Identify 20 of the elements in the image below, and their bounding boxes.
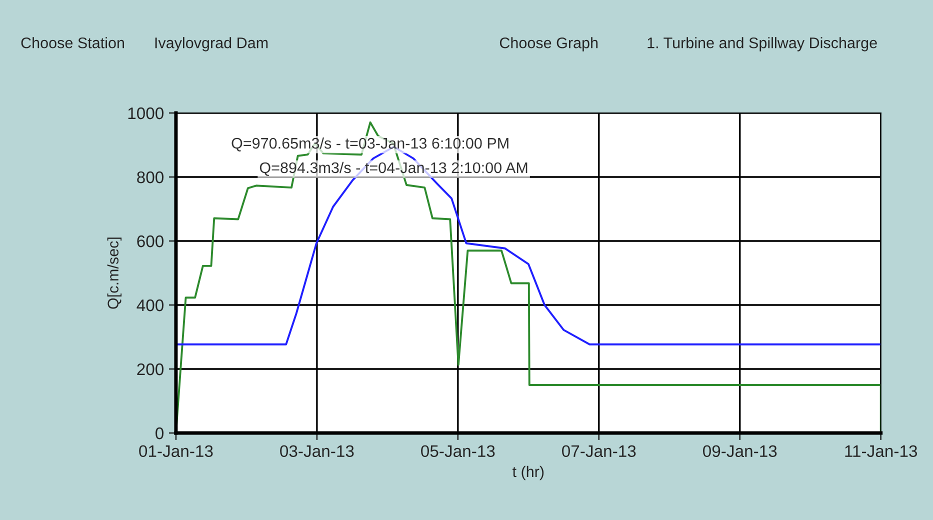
x-tick-label: 11-Jan-13 <box>845 445 918 458</box>
annotation: Q=970.65m3/s - t=03-Jan-13 6:10:00 PM <box>232 137 508 152</box>
x-tick-label: 03-Jan-13 <box>280 445 354 458</box>
y-tick-label: 400 <box>136 299 164 312</box>
text: Choose Graph <box>500 37 598 52</box>
y-tick-label: 600 <box>137 235 164 248</box>
text: Ivaylovgrad Dam <box>155 37 268 52</box>
x-tick-label: 01-Jan-13 <box>139 445 213 458</box>
x-tick-label: 09-Jan-13 <box>703 445 777 458</box>
y-axis-title: Q[c.m/sec] <box>107 238 122 309</box>
text: Choose Station <box>21 37 124 48</box>
x-axis-title: t (hr) <box>512 466 544 480</box>
y-tick-label: 800 <box>137 171 164 184</box>
y-tick-label: 1000 <box>128 107 164 120</box>
x-tick-label: 07-Jan-13 <box>562 445 636 458</box>
x-tick-label: 05-Jan-13 <box>421 445 495 458</box>
y-tick-label: 200 <box>137 363 164 376</box>
text: 1. Turbine and Spillway Discharge <box>648 37 877 52</box>
annotation: Q=894.3m3/s - t=04-Jan-13 2:10:00 AM <box>260 162 528 176</box>
y-tick-label: 0 <box>156 427 164 440</box>
